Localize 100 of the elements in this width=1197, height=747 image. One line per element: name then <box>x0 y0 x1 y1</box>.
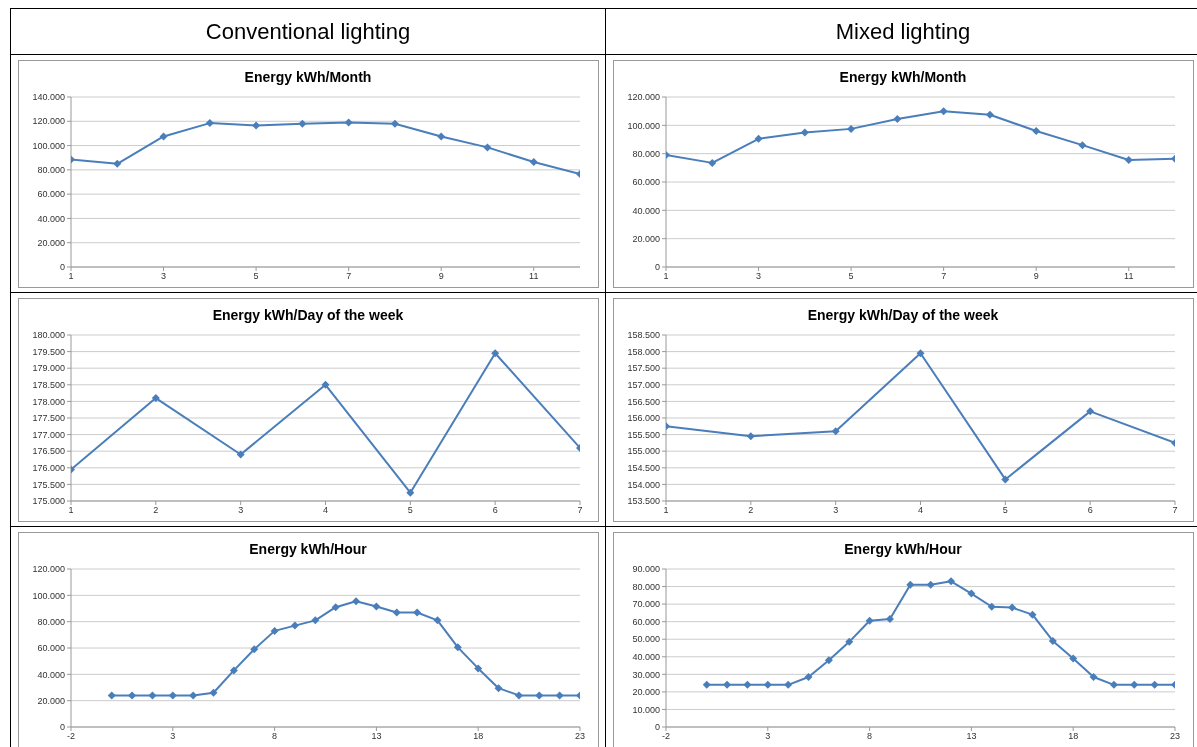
y-tick-label: 175.000 <box>31 495 65 506</box>
x-tick-label: 9 <box>1033 270 1039 281</box>
x-tick-label: 3 <box>169 730 175 741</box>
y-tick-label: 70.000 <box>631 598 660 609</box>
y-tick-label: 50.000 <box>631 633 660 644</box>
x-tick-label: 18 <box>472 730 483 741</box>
y-tick-label: 178.500 <box>31 379 65 390</box>
y-tick-label: 90.000 <box>631 563 660 574</box>
x-tick-label: -2 <box>661 730 670 741</box>
x-tick-label: 13 <box>965 730 976 741</box>
x-tick-label: 6 <box>492 504 498 515</box>
x-tick-label: 11 <box>528 270 538 281</box>
y-tick-label: 178.000 <box>31 396 65 407</box>
chart-title: Energy kWh/Month <box>243 67 373 87</box>
x-tick-label: 8 <box>271 730 277 741</box>
y-tick-label: 10.000 <box>631 704 660 715</box>
chart-title: Energy kWh/Day of the week <box>211 305 405 325</box>
y-tick-label: 157.000 <box>626 379 660 390</box>
y-tick-label: 20.000 <box>36 695 65 706</box>
x-tick-label: 23 <box>1169 730 1180 741</box>
x-tick-label: 4 <box>917 504 923 515</box>
y-tick-label: 80.000 <box>631 581 660 592</box>
y-tick-label: 157.500 <box>626 362 660 373</box>
y-tick-label: 177.000 <box>31 429 65 440</box>
y-tick-label: 100.000 <box>31 590 65 601</box>
chart-title: Energy kWh/Hour <box>843 539 963 559</box>
x-tick-label: 7 <box>1171 504 1178 515</box>
x-tick-label: 11 <box>1123 270 1133 281</box>
y-tick-label: 0 <box>654 261 660 272</box>
x-tick-label: 5 <box>407 504 413 515</box>
y-tick-label: 153.500 <box>626 495 660 506</box>
x-tick-label: 5 <box>1002 504 1008 515</box>
x-tick-label: 7 <box>345 270 351 281</box>
x-tick-label: 3 <box>764 730 770 741</box>
x-tick-label: 1 <box>67 504 74 515</box>
y-tick-label: 0 <box>654 721 660 732</box>
y-tick-label: 155.000 <box>626 445 660 456</box>
y-tick-label: 156.000 <box>626 412 660 423</box>
x-tick-label: 2 <box>747 504 753 515</box>
x-tick-label: 18 <box>1067 730 1078 741</box>
y-tick-label: 80.000 <box>36 164 65 175</box>
x-tick-label: 23 <box>574 730 585 741</box>
chart-title: Energy kWh/Month <box>838 67 968 87</box>
y-tick-label: 60.000 <box>36 188 65 199</box>
y-tick-label: 120.000 <box>31 563 65 574</box>
x-tick-label: -2 <box>66 730 75 741</box>
y-tick-label: 176.000 <box>31 462 65 473</box>
chart-title: Energy kWh/Hour <box>248 539 368 559</box>
x-tick-label: 5 <box>253 270 259 281</box>
y-tick-label: 20.000 <box>631 686 660 697</box>
x-tick-label: 3 <box>755 270 761 281</box>
x-tick-label: 13 <box>370 730 381 741</box>
y-tick-label: 60.000 <box>36 642 65 653</box>
y-tick-label: 60.000 <box>631 616 660 627</box>
x-tick-label: 9 <box>438 270 444 281</box>
y-tick-label: 100.000 <box>626 120 660 131</box>
y-tick-label: 60.000 <box>631 176 660 187</box>
y-tick-label: 156.500 <box>626 396 660 407</box>
x-tick-label: 6 <box>1087 504 1093 515</box>
x-tick-label: 3 <box>237 504 243 515</box>
y-tick-label: 158.500 <box>626 329 660 340</box>
x-tick-label: 3 <box>832 504 838 515</box>
x-tick-label: 5 <box>848 270 854 281</box>
y-tick-label: 180.000 <box>31 329 65 340</box>
y-tick-label: 30.000 <box>631 669 660 680</box>
x-tick-label: 4 <box>322 504 328 515</box>
x-tick-label: 7 <box>576 504 583 515</box>
y-tick-label: 120.000 <box>626 91 660 102</box>
y-tick-label: 158.000 <box>626 346 660 357</box>
y-tick-label: 177.500 <box>31 412 65 423</box>
y-tick-label: 176.500 <box>31 445 65 456</box>
x-tick-label: 2 <box>152 504 158 515</box>
x-tick-label: 1 <box>67 270 74 281</box>
y-tick-label: 120.000 <box>31 115 65 126</box>
x-tick-label: 8 <box>866 730 872 741</box>
y-tick-label: 140.000 <box>31 91 65 102</box>
y-tick-label: 100.000 <box>31 140 65 151</box>
x-tick-label: 7 <box>940 270 946 281</box>
y-tick-label: 40.000 <box>631 205 660 216</box>
text: Mixed lighting <box>835 17 971 46</box>
y-tick-label: 20.000 <box>36 237 65 248</box>
y-tick-label: 179.500 <box>31 346 65 357</box>
y-tick-label: 0 <box>59 261 65 272</box>
y-tick-label: 40.000 <box>36 213 65 224</box>
y-tick-label: 154.000 <box>626 479 660 490</box>
x-tick-label: 3 <box>160 270 166 281</box>
y-tick-label: 80.000 <box>631 148 660 159</box>
x-tick-label: 1 <box>662 504 669 515</box>
chart-title: Energy kWh/Day of the week <box>806 305 1000 325</box>
x-tick-label: 1 <box>662 270 669 281</box>
y-tick-label: 40.000 <box>631 651 660 662</box>
y-tick-label: 175.500 <box>31 479 65 490</box>
y-tick-label: 154.500 <box>626 462 660 473</box>
y-tick-label: 155.500 <box>626 429 660 440</box>
y-tick-label: 80.000 <box>36 616 65 627</box>
y-tick-label: 40.000 <box>36 669 65 680</box>
y-tick-label: 179.000 <box>31 362 65 373</box>
y-tick-label: 20.000 <box>631 233 660 244</box>
y-tick-label: 0 <box>59 721 65 732</box>
text: Conventional lighting <box>205 17 411 46</box>
